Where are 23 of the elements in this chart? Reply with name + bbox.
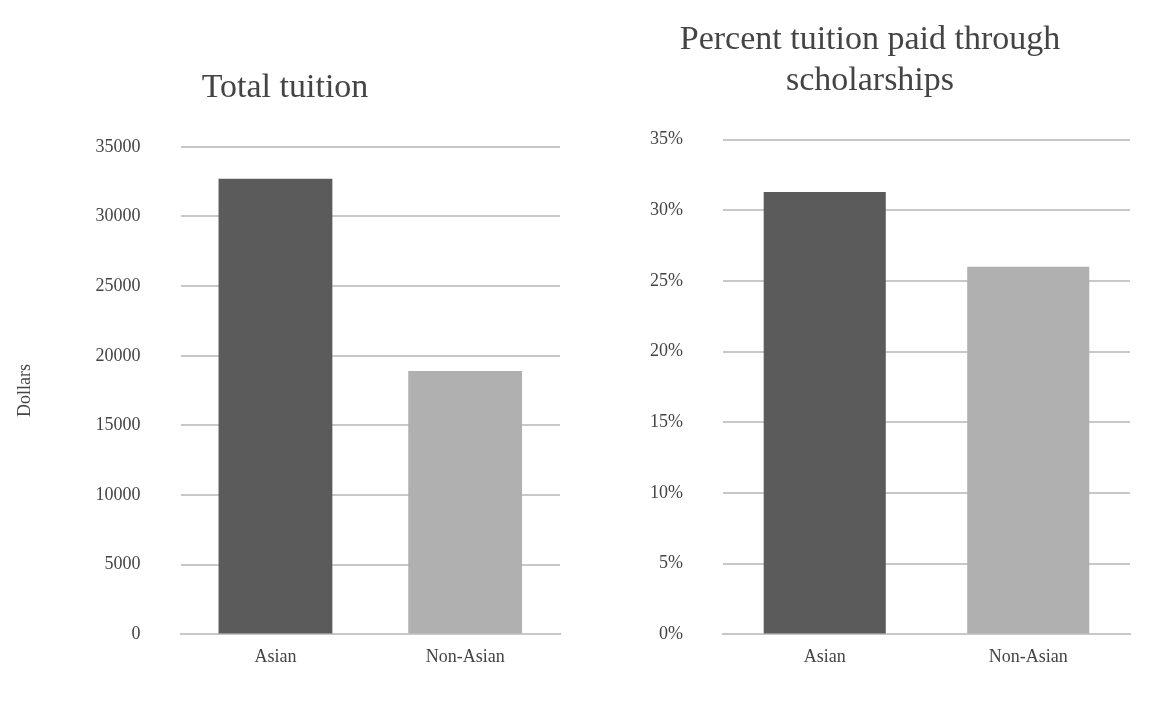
y-tick-label: 5000 (104, 553, 141, 574)
y-tick-label: 0% (658, 623, 683, 644)
x-tick-label: Asian (254, 645, 297, 666)
y-tick-label: 30% (649, 199, 683, 220)
y-tick-label: 10% (649, 481, 683, 502)
y-tick-label: 5% (658, 552, 683, 573)
y-axis-title: Dollars (13, 364, 34, 418)
y-tick-label: 30000 (95, 205, 141, 226)
x-tick-label: Asian (803, 645, 846, 666)
y-tick-label: 25% (649, 269, 683, 290)
y-tick-label: 10000 (95, 483, 141, 504)
x-tick-label: Non-Asian (425, 645, 505, 666)
x-tick-label: Non-Asian (988, 645, 1068, 666)
y-tick-label: 35% (649, 128, 683, 149)
y-tick-label: 20% (649, 340, 683, 361)
y-tick-label: 20000 (95, 344, 141, 365)
chart-title: Total tuition (201, 67, 369, 105)
y-tick-label: 35000 (95, 135, 141, 156)
chart-title: Percent tuition paid through scholarships (679, 19, 1061, 98)
y-tick-label: 15000 (95, 414, 141, 435)
y-tick-label: 15% (649, 411, 683, 432)
y-tick-label: 0 (131, 623, 141, 644)
y-tick-label: 25000 (95, 274, 141, 295)
